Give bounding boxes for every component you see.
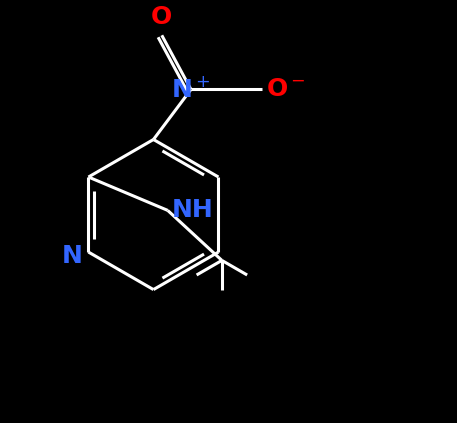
Text: NH: NH [172,198,213,222]
Text: N: N [61,244,82,268]
Text: O: O [151,5,172,29]
Text: O$^-$: O$^-$ [266,77,306,102]
Text: N$^+$: N$^+$ [171,77,211,102]
